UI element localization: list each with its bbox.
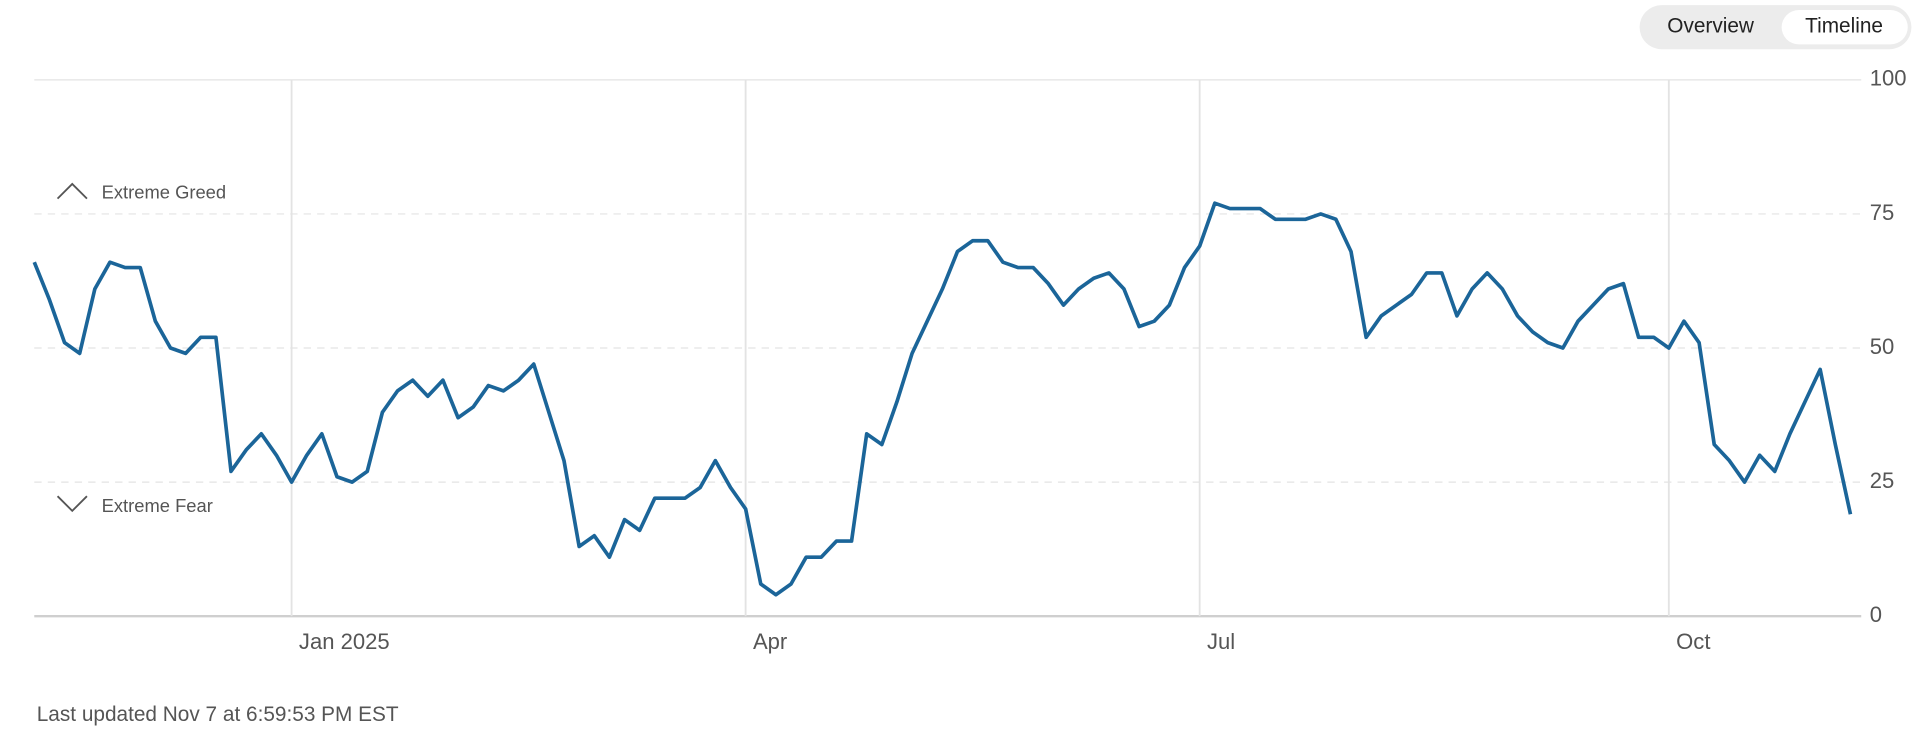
- overview-label[interactable]: Overview: [1667, 15, 1755, 38]
- timeline-label[interactable]: Timeline: [1805, 15, 1883, 38]
- fear-icon: [56, 495, 88, 513]
- x-tick-label: Jan 2025: [299, 629, 390, 654]
- y-tick-label: 75: [1870, 200, 1895, 225]
- x-tick-label: Oct: [1676, 629, 1710, 654]
- y-tick-label: 0: [1870, 602, 1882, 627]
- y-tick-label: 100: [1870, 66, 1907, 91]
- x-tick-label: Jul: [1207, 629, 1235, 654]
- y-tick-label: 25: [1870, 468, 1895, 493]
- greed-icon: [56, 182, 88, 200]
- footer: Last updated Nov 7 at 6:59:53 PM EST: [37, 703, 399, 726]
- annotation: Extreme Fear: [102, 495, 213, 516]
- series-line: [32, 201, 1853, 597]
- x-tick-label: Apr: [753, 629, 787, 654]
- timeline-button[interactable]: [1781, 10, 1908, 45]
- y-tick-label: 50: [1870, 334, 1895, 359]
- annotation: Extreme Greed: [102, 182, 226, 203]
- overview-button[interactable]: [1644, 10, 1777, 45]
